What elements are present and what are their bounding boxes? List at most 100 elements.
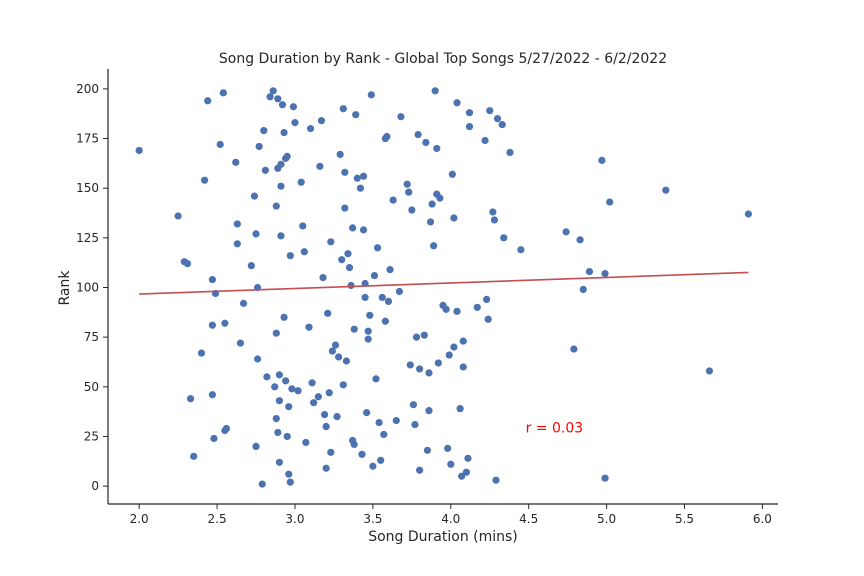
data-point bbox=[464, 454, 472, 462]
data-point bbox=[222, 424, 231, 433]
data-point bbox=[601, 474, 609, 482]
data-point bbox=[324, 309, 332, 317]
data-point bbox=[426, 218, 435, 226]
data-point bbox=[275, 458, 283, 466]
data-point bbox=[434, 359, 442, 367]
data-point bbox=[286, 252, 294, 260]
data-point bbox=[405, 188, 413, 196]
data-point bbox=[369, 462, 377, 470]
data-point bbox=[465, 123, 474, 131]
data-point bbox=[601, 269, 609, 278]
data-point bbox=[272, 329, 280, 337]
data-point bbox=[386, 266, 394, 274]
data-point bbox=[174, 212, 182, 220]
data-point bbox=[570, 345, 578, 353]
data-point bbox=[294, 387, 302, 395]
data-point bbox=[395, 287, 403, 296]
data-point bbox=[450, 343, 458, 351]
data-point bbox=[423, 446, 432, 454]
data-point bbox=[483, 295, 491, 304]
data-point bbox=[275, 397, 283, 405]
data-point bbox=[408, 206, 416, 214]
data-point bbox=[359, 226, 368, 234]
x-tick-label: 3.5 bbox=[363, 512, 382, 526]
data-point bbox=[247, 262, 255, 270]
data-point bbox=[282, 377, 290, 385]
data-point bbox=[338, 256, 346, 264]
data-point bbox=[201, 176, 209, 184]
data-point bbox=[414, 130, 422, 139]
x-tick-label: 5.5 bbox=[675, 512, 694, 526]
data-point bbox=[260, 126, 268, 135]
data-point bbox=[190, 452, 198, 460]
data-point bbox=[416, 466, 424, 474]
data-point bbox=[272, 414, 280, 423]
data-point bbox=[341, 168, 349, 176]
data-point bbox=[308, 379, 316, 387]
data-point bbox=[283, 152, 291, 160]
data-point bbox=[314, 393, 322, 401]
y-tick-label: 50 bbox=[84, 380, 99, 394]
data-point bbox=[353, 174, 361, 182]
data-point bbox=[500, 234, 508, 242]
data-point bbox=[266, 93, 274, 101]
data-point bbox=[236, 339, 245, 347]
data-point bbox=[233, 220, 241, 228]
data-point bbox=[232, 158, 240, 166]
data-point bbox=[453, 307, 461, 315]
y-axis-label: Rank bbox=[57, 270, 73, 306]
data-point bbox=[433, 144, 441, 153]
data-point bbox=[598, 156, 606, 164]
data-point bbox=[350, 325, 358, 333]
data-point bbox=[322, 422, 330, 431]
data-point bbox=[339, 105, 347, 113]
x-tick-label: 6.0 bbox=[753, 512, 772, 526]
data-point bbox=[271, 383, 279, 391]
data-point bbox=[606, 198, 614, 206]
data-point bbox=[208, 275, 216, 284]
data-point bbox=[274, 428, 282, 437]
data-point bbox=[283, 432, 291, 441]
data-point bbox=[272, 202, 280, 210]
y-tick-label: 200 bbox=[76, 82, 99, 96]
data-point bbox=[364, 335, 372, 343]
data-point bbox=[459, 337, 467, 345]
data-point bbox=[662, 186, 670, 194]
data-point bbox=[372, 375, 380, 383]
data-point bbox=[233, 240, 241, 248]
data-point bbox=[239, 299, 248, 307]
data-point bbox=[327, 448, 335, 456]
data-point bbox=[585, 268, 594, 276]
data-point bbox=[517, 246, 525, 254]
data-point bbox=[317, 117, 326, 125]
data-point bbox=[302, 438, 310, 447]
data-point bbox=[409, 401, 417, 409]
data-point bbox=[444, 444, 452, 452]
data-point bbox=[579, 285, 587, 294]
data-point bbox=[277, 182, 285, 190]
data-point bbox=[359, 172, 368, 180]
data-point bbox=[373, 244, 382, 252]
data-point bbox=[744, 210, 752, 218]
data-point bbox=[320, 411, 329, 419]
data-point bbox=[219, 89, 227, 97]
data-point bbox=[350, 440, 358, 449]
data-point bbox=[416, 365, 424, 373]
data-point bbox=[208, 321, 216, 329]
data-point bbox=[322, 464, 330, 472]
data-point bbox=[383, 132, 391, 141]
data-point bbox=[436, 194, 444, 202]
data-point bbox=[261, 166, 269, 174]
data-point bbox=[486, 107, 494, 115]
data-point bbox=[705, 367, 714, 375]
data-point bbox=[576, 236, 584, 244]
data-point bbox=[367, 91, 375, 99]
data-point bbox=[274, 95, 282, 103]
data-point bbox=[216, 140, 224, 149]
data-point bbox=[316, 162, 324, 170]
x-tick-label: 3.0 bbox=[285, 512, 304, 526]
data-point bbox=[420, 331, 428, 339]
data-point bbox=[250, 192, 259, 200]
data-point bbox=[473, 303, 481, 311]
